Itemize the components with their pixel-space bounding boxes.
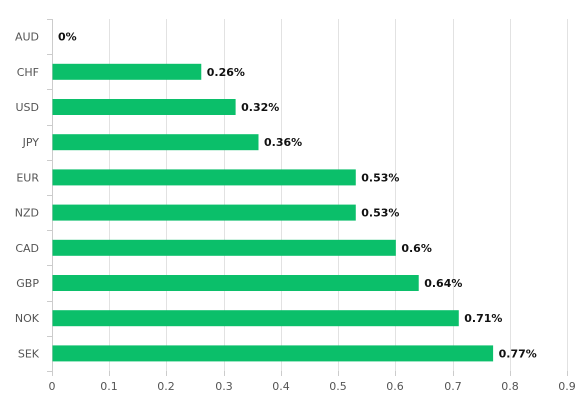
x-tick-label: 0.7	[444, 380, 462, 393]
category-label-cad: CAD	[15, 242, 39, 255]
data-label-gbp: 0.64%	[424, 277, 462, 290]
x-tick-label: 0.6	[386, 380, 404, 393]
x-tick-label: 0.1	[100, 380, 118, 393]
data-label-aud: 0%	[58, 31, 77, 44]
category-label-jpy: JPY	[22, 136, 40, 149]
category-label-sek: SEK	[18, 347, 40, 360]
x-tick-label: 0	[49, 380, 56, 393]
bar-gbp	[52, 275, 419, 291]
category-label-usd: USD	[15, 101, 39, 114]
data-label-nok: 0.71%	[464, 312, 502, 325]
data-label-usd: 0.32%	[241, 101, 279, 114]
category-label-gbp: GBP	[16, 277, 39, 290]
category-label-nzd: NZD	[15, 207, 39, 220]
bar-nok	[52, 310, 459, 327]
data-label-nzd: 0.53%	[361, 207, 399, 220]
bar-eur	[52, 169, 356, 186]
x-tick-label: 0.3	[215, 380, 233, 393]
category-label-nok: NOK	[15, 312, 40, 325]
data-label-cad: 0.6%	[401, 242, 432, 255]
bar-chf	[52, 63, 202, 80]
bar-nzd	[52, 204, 356, 221]
category-label-eur: EUR	[16, 171, 39, 184]
bar-sek	[52, 345, 494, 362]
bar-usd	[52, 99, 236, 115]
x-tick-label: 0.2	[157, 380, 175, 393]
data-label-eur: 0.53%	[361, 171, 399, 184]
category-label-chf: CHF	[17, 66, 39, 79]
x-tick-label: 0.5	[329, 380, 347, 393]
x-tick-label: 0.9	[558, 380, 576, 393]
x-tick-label: 0.4	[272, 380, 290, 393]
bar-jpy	[52, 134, 259, 151]
category-label-aud: AUD	[15, 31, 39, 44]
labels: 0 0.1 0.2 0.3 0.4 0.5 0.6 0.7 0.8 0.9 AUD 0% CHF 0.26…	[15, 31, 576, 393]
x-tick-label: 0.8	[501, 380, 519, 393]
bar-cad	[52, 239, 396, 256]
data-label-jpy: 0.36%	[264, 136, 302, 149]
data-label-chf: 0.26%	[207, 66, 245, 79]
bars	[52, 63, 494, 362]
data-label-sek: 0.77%	[499, 347, 537, 360]
